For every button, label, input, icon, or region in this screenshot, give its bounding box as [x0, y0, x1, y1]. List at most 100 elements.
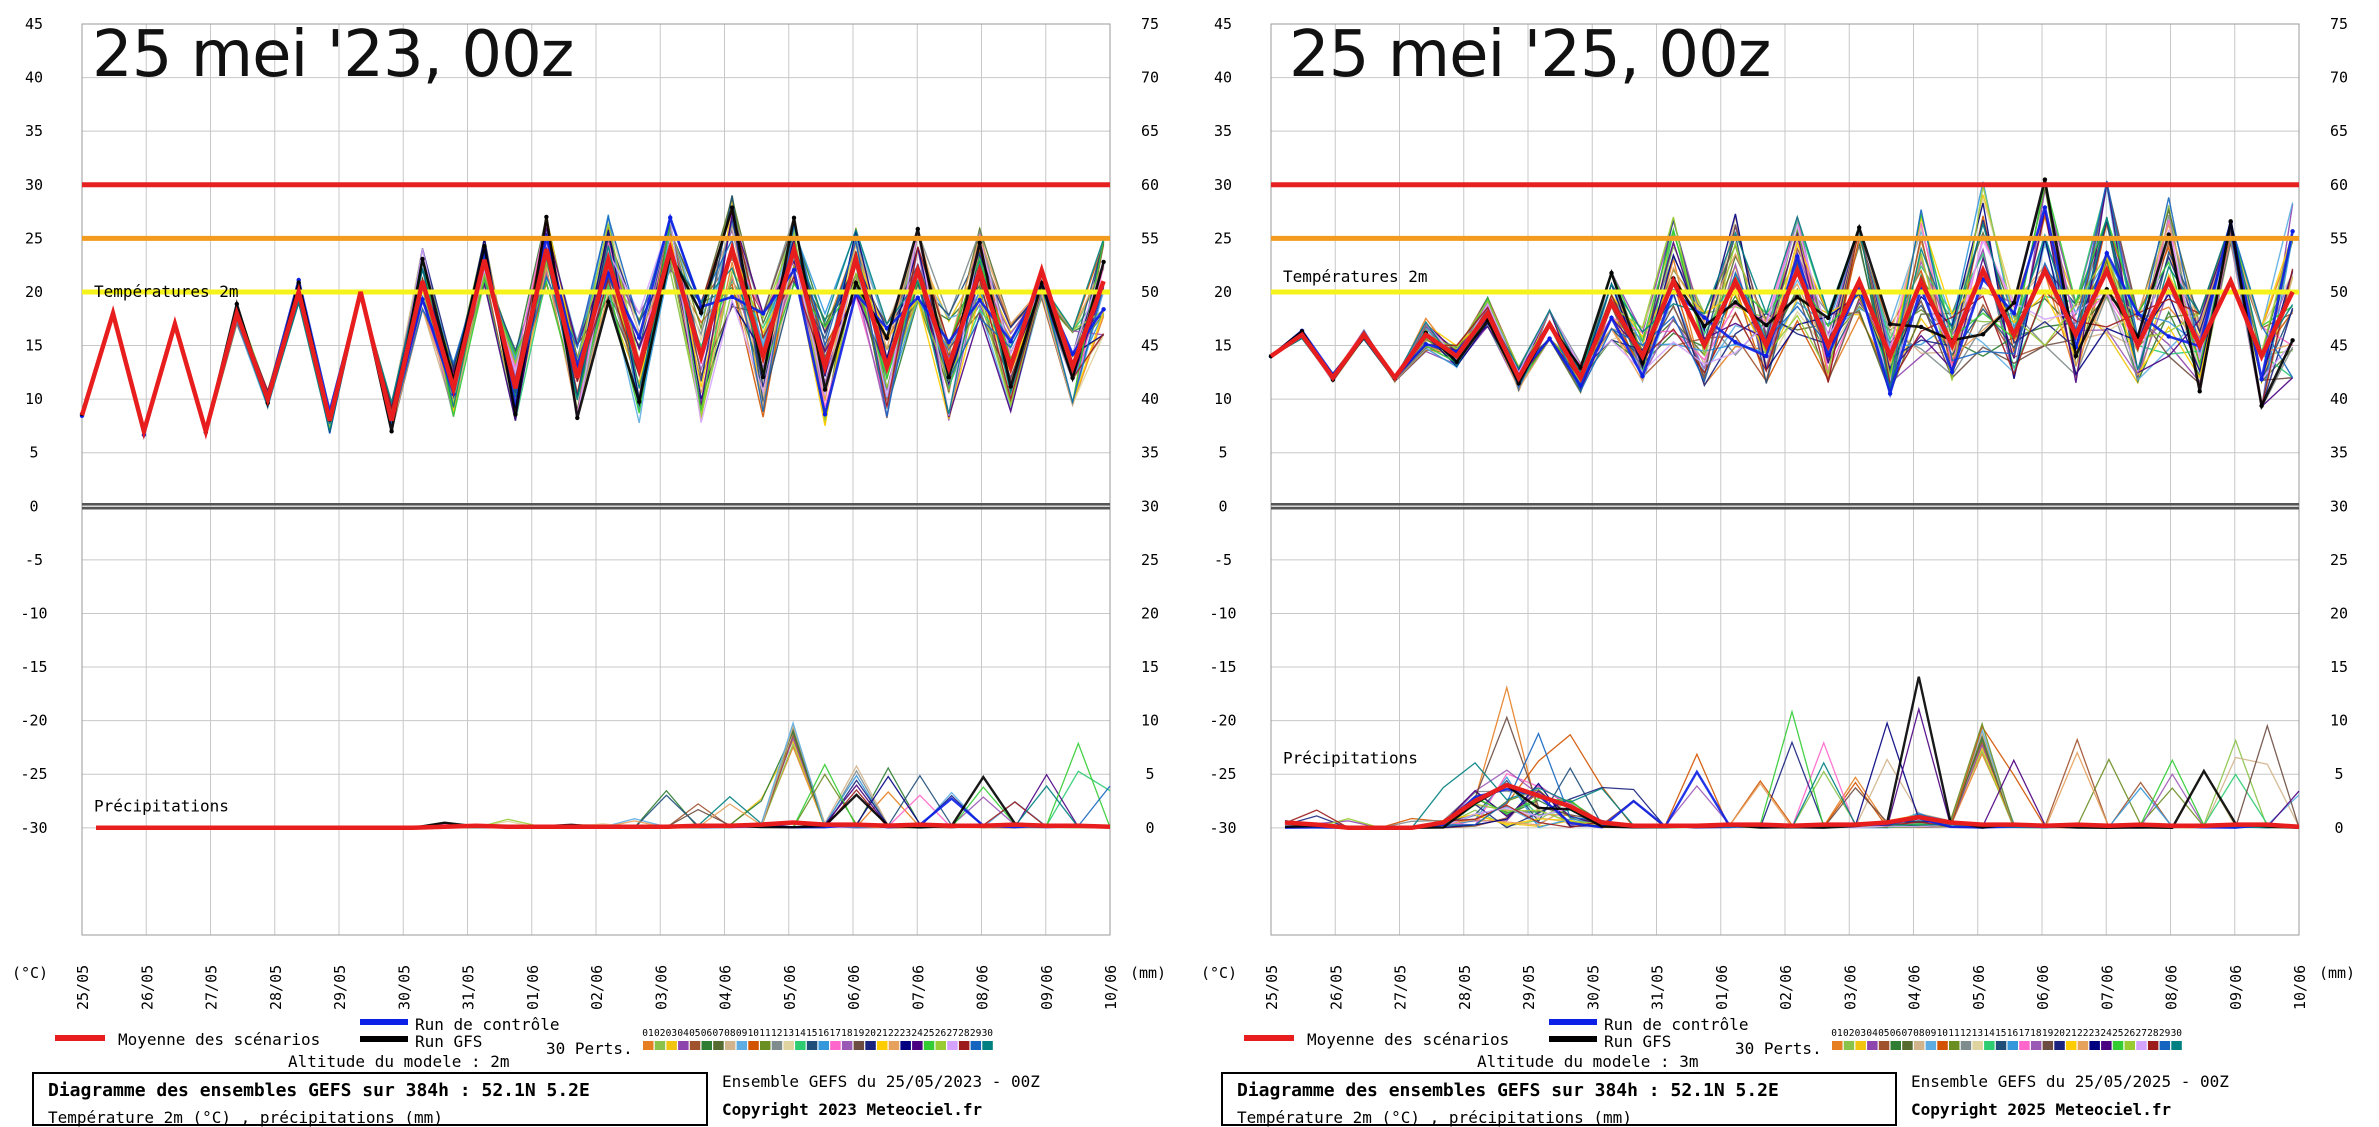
y2-tick-label: 20 [1141, 604, 1159, 622]
pert-number: 28 [2147, 1028, 2159, 1039]
temp-marker [1008, 384, 1013, 389]
pert-number: 07 [1901, 1028, 1912, 1039]
pert-number: 23 [2089, 1028, 2100, 1039]
temp-marker [1795, 295, 1800, 300]
y2-tick-label: 75 [1141, 15, 1159, 33]
y-tick-label: 10 [25, 390, 43, 408]
y-tick-label: 10 [1214, 390, 1232, 408]
precip-member-line [96, 723, 1111, 829]
pert-number: 24 [911, 1028, 923, 1039]
pert-number: 19 [2042, 1028, 2054, 1039]
y-tick-label: 20 [1214, 283, 1232, 301]
pert-color-swatch [2159, 1041, 2171, 1050]
temp-marker [2135, 311, 2140, 316]
perts-legend: 01 02 03 04 05 06 07 08 09 10 11 12 13 14 15 16 17 18 19 20… [1831, 1028, 2182, 1050]
pert-number: 06 [701, 1028, 713, 1039]
precip-member-line [1284, 766, 2300, 829]
y2-tick-label: 65 [2330, 122, 2348, 140]
y2-tick-label: 5 [2334, 765, 2343, 783]
chart-2025: 454035302520151050-5-10-15-20-25-3075706… [1201, 15, 2355, 1050]
pert-number: 15 [1995, 1028, 2006, 1039]
run-info: Ensemble GEFS du 25/05/2025 - 00Z [1911, 1072, 2229, 1091]
temp-marker [1733, 300, 1738, 305]
precip-member-line [1284, 769, 2300, 829]
x-tick-label: 02/06 [588, 965, 606, 1010]
pert-color-swatch [1832, 1041, 1843, 1050]
gfs-legend-label: Run GFS [1604, 1032, 1672, 1051]
y2-tick-label: 55 [1141, 229, 1159, 247]
x-tick-label: 30/05 [395, 965, 413, 1010]
temp-marker [296, 280, 301, 285]
temp-marker [1826, 315, 1831, 321]
y2-tick-label: 35 [2330, 444, 2348, 462]
precip-member-line [96, 720, 1111, 829]
precip-member-line [96, 785, 1111, 829]
x-tick-label: 28/05 [1456, 965, 1474, 1010]
pert-number: 11 [1948, 1028, 1960, 1039]
pert-number: 14 [794, 1028, 806, 1039]
temp-marker [1764, 323, 1769, 328]
temp-marker [1070, 375, 1075, 381]
pert-number: 12 [771, 1028, 782, 1039]
y-tick-label: 0 [1218, 497, 1227, 515]
precip-members [96, 720, 1111, 830]
temp-marker [1423, 342, 1428, 347]
info-title: Diagramme des ensembles GEFS sur 384h : … [48, 1080, 590, 1101]
temp-marker [1299, 329, 1305, 334]
pert-number: 18 [841, 1028, 853, 1039]
pert-color-swatch [1913, 1041, 1925, 1050]
pert-number: 30 [2171, 1028, 2183, 1039]
precip-member-line [96, 733, 1111, 829]
pert-color-swatch [1949, 1041, 1960, 1050]
temp-marker [2228, 219, 2233, 224]
pert-number: 16 [2007, 1028, 2019, 1039]
temp-marker [1070, 351, 1075, 357]
precip-member-line [1284, 709, 2300, 829]
y2-tick-label: 15 [2330, 658, 2348, 676]
y-tick-label: 0 [29, 497, 38, 515]
info-title: Diagramme des ensembles GEFS sur 384h : … [1237, 1080, 1779, 1101]
y-tick-label: -5 [1214, 551, 1232, 569]
y-tick-label: -30 [20, 819, 47, 837]
temp-marker [729, 294, 735, 300]
pert-number: 11 [759, 1028, 771, 1039]
mean-legend-label: Moyenne des scénarios [118, 1030, 321, 1049]
unit-left-label: (°C) [1201, 964, 1237, 982]
x-tick-label: 07/06 [2098, 965, 2116, 1010]
precip-member-line [1284, 740, 2300, 829]
pert-number: 30 [982, 1028, 994, 1039]
x-tick-label: 27/05 [203, 965, 221, 1010]
pert-color-swatch [1855, 1041, 1866, 1050]
temp-marker [698, 310, 704, 315]
pert-number: 17 [829, 1028, 840, 1039]
y-tick-label: 40 [1214, 69, 1232, 87]
panel-title: 25 mei '23, 00z [92, 18, 574, 92]
pert-color-swatch [2147, 1041, 2159, 1050]
x-tick-label: 31/05 [460, 965, 478, 1010]
temp-marker [1826, 352, 1831, 358]
left-axis: 45 40 35 30 25 20 15 10 5 0 -5 -10 -15 -20 -25 -30 [1209, 15, 1236, 837]
y-tick-label: 15 [25, 337, 43, 355]
y-tick-label: 5 [1218, 444, 1227, 462]
pert-number: 01 [642, 1028, 654, 1039]
pert-color-swatch [1902, 1041, 1913, 1050]
pert-color-swatch [1867, 1041, 1878, 1050]
pert-number: 03 [666, 1028, 677, 1039]
pert-color-swatch [877, 1041, 888, 1050]
temp-marker [1702, 323, 1707, 329]
x-tick-label: 07/06 [909, 965, 927, 1010]
y2-tick-label: 55 [2330, 229, 2348, 247]
pert-color-swatch [853, 1041, 865, 1050]
pert-color-swatch [2077, 1041, 2089, 1050]
temp-marker [234, 301, 239, 307]
pert-number: 01 [1831, 1028, 1843, 1039]
temp-marker [1733, 340, 1738, 345]
temp-marker [2011, 311, 2017, 316]
pert-color-swatch [713, 1041, 724, 1050]
temp-marker [1887, 391, 1893, 396]
y-tick-label: 30 [1214, 176, 1232, 194]
grid [1270, 23, 2300, 936]
pert-number: 27 [946, 1028, 957, 1039]
temp-marker [2197, 389, 2202, 394]
pert-number: 21 [2065, 1028, 2077, 1039]
